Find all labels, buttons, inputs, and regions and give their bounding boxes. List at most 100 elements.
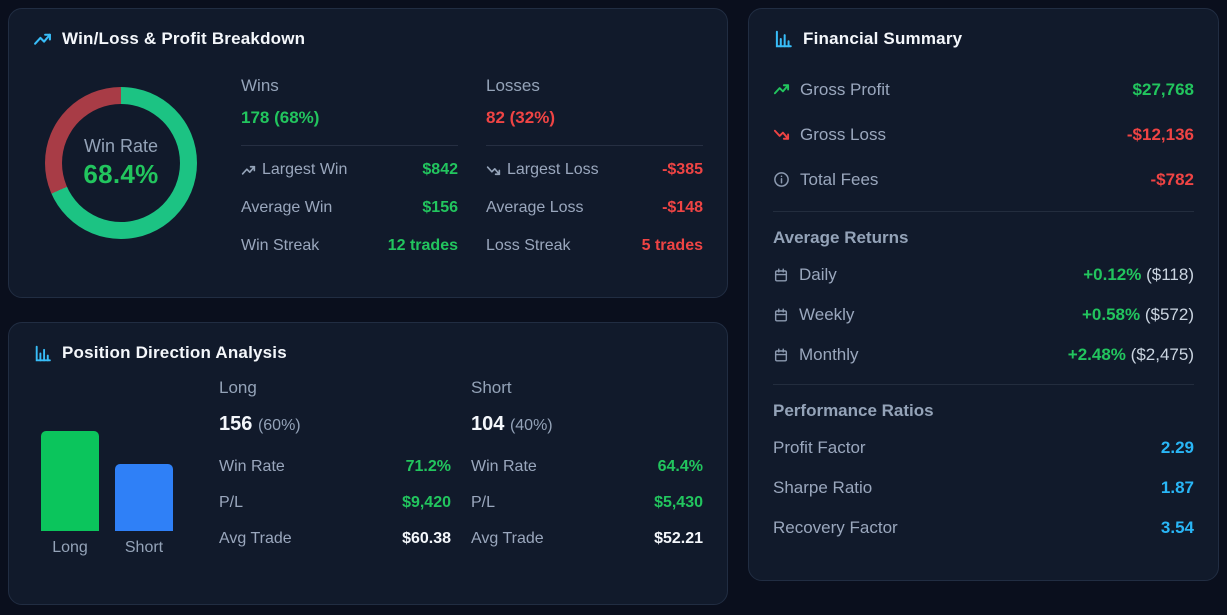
trend-down-icon <box>773 126 790 143</box>
long-pl-value: $9,420 <box>402 494 451 511</box>
long-avg-trade-row: Avg Trade $60.38 <box>219 530 451 547</box>
largest-win-label: Largest Win <box>262 161 348 178</box>
calendar-icon <box>773 307 789 323</box>
average-win-value: $156 <box>422 199 458 216</box>
short-avg-trade-value: $52.21 <box>654 530 703 547</box>
trend-up-icon <box>773 81 790 98</box>
total-fees-value: -$782 <box>1150 169 1194 189</box>
performance-ratio-rows: Profit Factor 2.29 Sharpe Ratio 1.87 Rec… <box>773 428 1194 548</box>
position-body: Long Short Long 156 (60%) Win Rate 71.2% <box>33 377 703 557</box>
gross-loss-label: Gross Loss <box>800 124 886 144</box>
short-pl-row: P/L $5,430 <box>471 494 703 511</box>
right-column: Financial Summary Gross Profit $27,768 <box>748 8 1219 607</box>
monthly-pct: +2.48% <box>1067 345 1126 364</box>
monthly-label: Monthly <box>799 345 859 364</box>
daily-label: Daily <box>799 265 837 284</box>
donut-center: Win Rate 68.4% <box>62 104 180 222</box>
weekly-label: Weekly <box>799 305 855 324</box>
win-rate-donut: Win Rate 68.4% <box>45 87 197 239</box>
winloss-panel-title: Win/Loss & Profit Breakdown <box>62 29 306 48</box>
divider <box>486 145 703 146</box>
long-bar <box>41 431 99 531</box>
loss-streak-label: Loss Streak <box>486 237 571 254</box>
loss-streak-value: 5 trades <box>641 237 703 254</box>
gross-loss-value: -$12,136 <box>1126 124 1194 144</box>
recovery-factor-row: Recovery Factor 3.54 <box>773 508 1194 548</box>
short-bar <box>115 464 173 531</box>
short-count: 104 <box>471 413 505 435</box>
direction-bar-chart: Long Short <box>33 377 201 557</box>
short-column: Short 104 (40%) Win Rate 64.4% P/L $5,43… <box>471 377 703 557</box>
divider <box>241 145 458 146</box>
long-column: Long 156 (60%) Win Rate 71.2% P/L $9,420 <box>219 377 451 557</box>
profit-factor-value: 2.29 <box>1160 438 1194 457</box>
profit-factor-row: Profit Factor 2.29 <box>773 428 1194 468</box>
wins-column: Wins 178 (68%) Largest Win $842 <box>241 75 458 265</box>
divider <box>773 384 1194 385</box>
gross-profit-row: Gross Profit $27,768 <box>773 67 1194 112</box>
daily-return-row: Daily +0.12% ($118) <box>773 255 1194 295</box>
long-pl-row: P/L $9,420 <box>219 494 451 511</box>
trend-up-mini-icon <box>241 163 256 178</box>
short-header: Short <box>471 378 512 397</box>
win-streak-label: Win Streak <box>241 237 320 254</box>
info-icon <box>773 171 790 188</box>
donut-wrap: Win Rate 68.4% <box>33 75 209 239</box>
monthly-return-row: Monthly +2.48% ($2,475) <box>773 335 1194 375</box>
position-stats: Long 156 (60%) Win Rate 71.2% P/L $9,420 <box>201 377 703 557</box>
divider <box>773 211 1194 212</box>
win-streak-row: Win Streak 12 trades <box>241 227 458 265</box>
calendar-icon <box>773 267 789 283</box>
long-count: 156 <box>219 413 253 435</box>
loss-streak-row: Loss Streak 5 trades <box>486 227 703 265</box>
position-panel-header: Position Direction Analysis <box>33 343 703 363</box>
short-bar-label: Short <box>124 539 164 556</box>
winloss-body: Win Rate 68.4% Wins 178 (68%) <box>33 75 703 265</box>
left-column: Win/Loss & Profit Breakdown Win Rate 68.… <box>8 8 728 607</box>
short-win-rate-row: Win Rate 64.4% <box>471 458 703 475</box>
sharpe-ratio-label: Sharpe Ratio <box>773 478 873 497</box>
financial-panel-header: Financial Summary <box>773 29 1194 49</box>
sharpe-ratio-row: Sharpe Ratio 1.87 <box>773 468 1194 508</box>
largest-win-row: Largest Win $842 <box>241 151 458 189</box>
gross-profit-value: $27,768 <box>1132 79 1194 99</box>
trending-up-icon <box>33 30 52 49</box>
recovery-factor-label: Recovery Factor <box>773 518 898 537</box>
winloss-stats: Wins 178 (68%) Largest Win $842 <box>209 75 703 265</box>
position-panel-title: Position Direction Analysis <box>62 343 287 362</box>
bar-chart-icon <box>773 29 793 49</box>
gross-profit-label: Gross Profit <box>800 79 890 99</box>
performance-ratios-heading: Performance Ratios <box>773 401 934 420</box>
daily-amount: ($118) <box>1146 265 1194 284</box>
average-win-row: Average Win $156 <box>241 189 458 227</box>
financial-panel: Financial Summary Gross Profit $27,768 <box>748 8 1219 581</box>
largest-loss-label: Largest Loss <box>507 161 599 178</box>
short-avg-trade-row: Avg Trade $52.21 <box>471 530 703 547</box>
financial-panel-title: Financial Summary <box>803 29 963 48</box>
wins-header: Wins <box>241 76 279 95</box>
largest-loss-row: Largest Loss -$385 <box>486 151 703 189</box>
total-fees-label: Total Fees <box>800 169 879 189</box>
average-loss-value: -$148 <box>662 199 703 216</box>
largest-loss-value: -$385 <box>662 161 703 178</box>
short-pl-value: $5,430 <box>654 494 703 511</box>
profit-factor-label: Profit Factor <box>773 438 866 457</box>
losses-header: Losses <box>486 76 540 95</box>
losses-column: Losses 82 (32%) Largest Loss -$385 <box>486 75 703 265</box>
wins-count: 178 (68%) <box>241 108 320 127</box>
weekly-pct: +0.58% <box>1081 305 1141 324</box>
long-win-rate-row: Win Rate 71.2% <box>219 458 451 475</box>
largest-win-value: $842 <box>422 161 458 178</box>
average-win-label: Average Win <box>241 199 333 216</box>
long-win-rate-value: 71.2% <box>405 458 451 475</box>
daily-pct: +0.12% <box>1083 265 1142 284</box>
position-panel: Position Direction Analysis Long Short <box>8 322 728 605</box>
sharpe-ratio-value: 1.87 <box>1160 478 1194 497</box>
donut-value: 68.4% <box>83 159 159 189</box>
donut-label: Win Rate <box>83 136 159 156</box>
bar-chart-icon <box>33 344 52 363</box>
average-loss-row: Average Loss -$148 <box>486 189 703 227</box>
losses-count: 82 (32%) <box>486 108 555 127</box>
long-pct: (60%) <box>257 417 301 434</box>
